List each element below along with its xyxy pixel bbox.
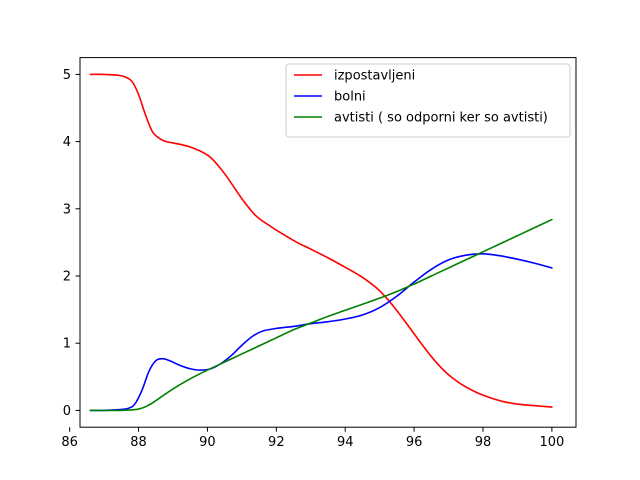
legend-label-1: izpostavljeni bbox=[334, 69, 415, 84]
series-layer bbox=[89, 73, 553, 412]
legend: izpostavljeni bolni avtisti ( so odporni k… bbox=[285, 63, 571, 138]
y-axis-ticks: 0 1 2 3 4 5 bbox=[63, 68, 80, 419]
y-tick-label: 1 bbox=[63, 337, 71, 352]
x-tick-label: 94 bbox=[337, 435, 354, 450]
y-tick-label: 5 bbox=[63, 68, 71, 83]
y-tick-label: 3 bbox=[63, 202, 71, 217]
x-tick-label: 86 bbox=[61, 435, 78, 450]
x-tick-label: 100 bbox=[539, 435, 564, 450]
legend-box bbox=[285, 63, 571, 138]
x-tick-label: 92 bbox=[268, 435, 285, 450]
x-tick-label: 88 bbox=[130, 435, 147, 450]
y-tick-label: 0 bbox=[63, 404, 71, 419]
x-tick-label: 90 bbox=[199, 435, 216, 450]
series-line-2 bbox=[89, 253, 553, 412]
series-line-1 bbox=[89, 73, 553, 408]
x-tick-label: 96 bbox=[406, 435, 423, 450]
plot-area-frame bbox=[79, 57, 577, 428]
series-line-3 bbox=[89, 218, 553, 412]
legend-label-3: avtisti ( so odporni ker so avtisti) bbox=[334, 111, 548, 126]
y-tick-label: 2 bbox=[63, 270, 71, 285]
legend-label-2: bolni bbox=[334, 90, 366, 105]
x-axis-ticks: 86 88 90 92 94 96 98 100 bbox=[61, 427, 564, 450]
x-tick-label: 98 bbox=[475, 435, 492, 450]
y-tick-label: 4 bbox=[63, 135, 71, 150]
